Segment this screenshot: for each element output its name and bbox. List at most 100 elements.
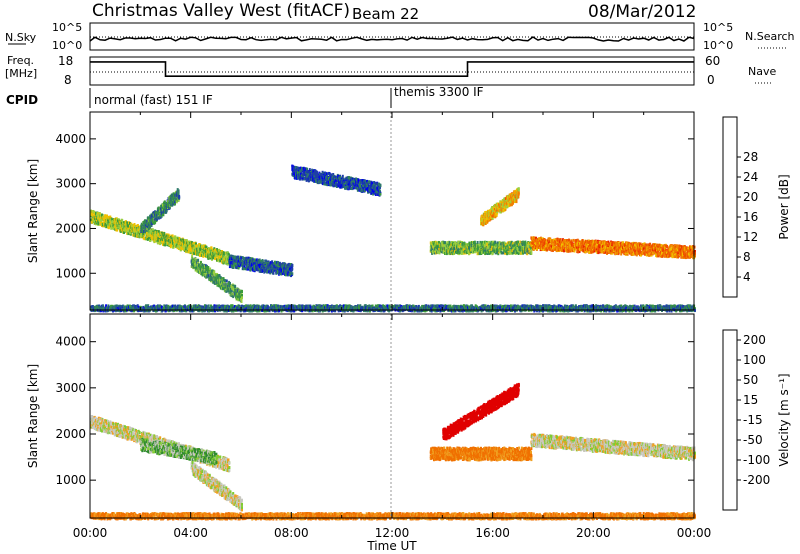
power-echo-cell xyxy=(191,255,194,259)
power-echo-cell xyxy=(517,240,520,244)
power-echo-cell xyxy=(590,245,593,248)
power-echo-cell xyxy=(149,225,152,229)
power-echo-cell xyxy=(577,246,580,250)
power-echo-cell xyxy=(526,252,529,256)
power-echo-cell xyxy=(284,264,287,268)
power-echo-cell xyxy=(451,248,454,252)
power-echo-cell xyxy=(178,237,181,241)
power-echo-cell xyxy=(122,225,125,229)
power-echo-cell xyxy=(173,196,175,200)
power-echo-cell xyxy=(179,238,182,242)
power-echo-cell xyxy=(141,223,144,227)
power-echo-cell xyxy=(528,247,531,251)
power-echo-cell xyxy=(229,291,232,295)
power-echo-cell xyxy=(499,244,502,248)
power-echo-cell xyxy=(123,225,126,229)
power-echo-cell xyxy=(166,202,169,206)
power-echo-cell xyxy=(142,232,145,236)
power-echo-cell xyxy=(234,255,237,259)
power-echo-cell xyxy=(626,245,629,249)
power-echo-cell xyxy=(154,220,157,224)
power-echo-cell xyxy=(185,247,188,251)
power-echo-cell xyxy=(153,240,156,244)
power-echo-cell xyxy=(178,240,181,244)
power-echo-cell xyxy=(151,228,154,232)
power-echo-cell xyxy=(233,286,236,290)
power-echo-cell xyxy=(150,224,153,227)
power-echo-cell xyxy=(558,243,561,247)
power-echo-cell xyxy=(278,264,281,268)
power-echo-cell xyxy=(530,248,533,252)
power-echo-cell xyxy=(613,247,616,251)
power-echo-cell xyxy=(506,251,509,255)
power-echo-cell xyxy=(291,272,294,276)
power-echo-cell xyxy=(93,210,96,214)
power-echo-cell xyxy=(105,222,108,226)
power-echo-cell xyxy=(167,237,170,241)
power-echo-cell xyxy=(502,251,505,255)
power-echo-cell xyxy=(544,248,547,251)
power-echo-cell xyxy=(522,251,525,255)
power-echo-cell xyxy=(199,247,202,251)
power-echo-cell xyxy=(291,264,294,267)
power-echo-cell xyxy=(617,244,619,248)
power-echo-cell xyxy=(235,266,238,270)
power-echo-cell xyxy=(639,253,642,257)
power-echo-cell xyxy=(596,241,599,244)
power-echo-cell xyxy=(499,201,502,205)
power-echo-cell xyxy=(202,245,205,248)
power-echo-cell xyxy=(210,277,213,281)
power-echo-cell xyxy=(593,249,596,253)
power-echo-cell xyxy=(213,270,216,274)
power-echo-cell xyxy=(476,248,479,252)
power-echo-cell xyxy=(220,257,223,261)
power-echo-cell xyxy=(493,206,496,210)
power-echo-cell xyxy=(165,209,168,213)
power-echo-cell xyxy=(247,267,250,271)
power-echo-cell xyxy=(107,226,110,230)
power-echo-cell xyxy=(615,245,618,249)
power-echo-cell xyxy=(517,192,520,196)
power-echo-cell xyxy=(173,202,176,206)
power-echo-cell xyxy=(510,200,512,204)
power-echo-cell xyxy=(543,246,546,250)
power-echo-cell xyxy=(256,267,259,271)
power-echo-cell xyxy=(160,241,163,245)
power-echo-cell xyxy=(587,245,590,249)
power-echo-cell xyxy=(612,245,615,249)
power-echo-cell xyxy=(517,187,520,191)
power-echo-cell xyxy=(478,243,481,247)
freq-line xyxy=(90,61,694,77)
power-echo-cell xyxy=(242,256,245,260)
power-echo-cell xyxy=(650,245,653,249)
power-echo-cell xyxy=(623,252,626,256)
power-echo-cell xyxy=(490,247,493,251)
power-echo-cell xyxy=(473,240,476,244)
power-echo-cell xyxy=(516,245,519,249)
power-echo-cell xyxy=(219,280,222,284)
power-echo-cell xyxy=(471,248,474,252)
power-echo-cell xyxy=(494,241,497,245)
power-echo-cell xyxy=(651,247,654,251)
power-echo-cell xyxy=(473,250,476,254)
power-echo-cell xyxy=(438,241,440,245)
power-echo-cell xyxy=(229,282,231,285)
power-echo-cell xyxy=(196,263,199,267)
power-echo-cell xyxy=(546,239,549,243)
power-echo-cell xyxy=(109,215,112,219)
power-echo-cell xyxy=(619,249,622,252)
power-echo-cell xyxy=(504,251,507,255)
power-echo-cell xyxy=(603,245,606,249)
power-echo-cell xyxy=(517,195,520,199)
power-echo-cell xyxy=(463,247,466,251)
power-echo-cell xyxy=(487,250,490,254)
power-echo-cell xyxy=(502,206,505,210)
power-echo-cell xyxy=(444,241,446,245)
power-echo-cell xyxy=(649,242,652,246)
power-echo-cell xyxy=(241,290,243,293)
power-echo-cell xyxy=(481,240,484,244)
power-echo-cell xyxy=(639,242,642,246)
power-echo-cell xyxy=(140,233,143,237)
power-echo-cell xyxy=(268,263,271,267)
power-echo-cell xyxy=(261,260,264,264)
